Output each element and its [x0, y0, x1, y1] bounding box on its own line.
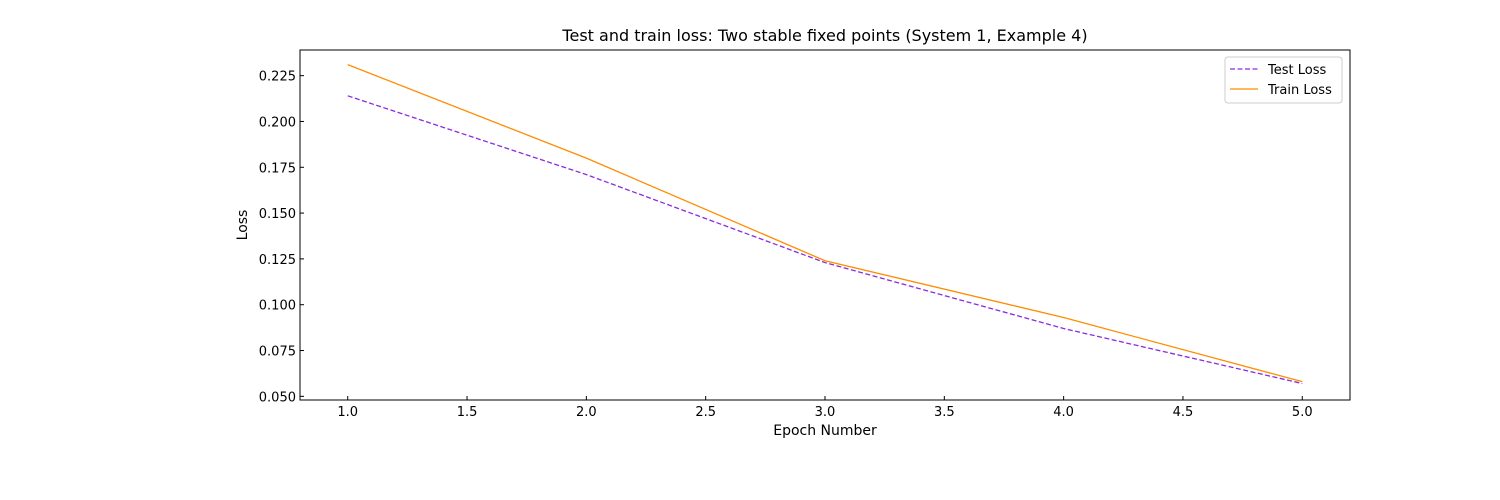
train-loss-line — [347, 64, 1303, 383]
x-tick-label: 2.0 — [576, 405, 597, 420]
legend-label: Test Loss — [1267, 63, 1326, 78]
x-tick-label: 3.5 — [934, 405, 955, 420]
x-tick-label: 5.0 — [1292, 405, 1313, 420]
y-axis-label: Loss — [235, 210, 251, 241]
plot-frame — [299, 49, 1351, 401]
y-tick-label: 0.125 — [259, 253, 296, 268]
x-tick-label: 4.5 — [1173, 405, 1194, 420]
x-tick-label: 1.5 — [457, 405, 478, 420]
test-loss-line — [347, 95, 1303, 385]
legend: Test Loss Train Loss — [1224, 56, 1343, 104]
plot-area: 1.0 1.5 2.0 2.5 3.0 3.5 4.0 4.5 5.0 0.050 0.075 0.1… — [259, 49, 1351, 420]
x-tick-label: 3.0 — [815, 405, 836, 420]
x-tick-label: 4.0 — [1053, 405, 1074, 420]
y-tick-label: 0.050 — [259, 390, 296, 405]
legend-label: Train Loss — [1267, 83, 1332, 98]
x-axis-label: Epoch Number — [773, 423, 877, 439]
chart-title: Test and train loss: Two stable fixed po… — [561, 26, 1087, 45]
y-tick-label: 0.175 — [259, 161, 296, 176]
y-tick-label: 0.075 — [259, 345, 296, 360]
y-tick-label: 0.200 — [259, 115, 296, 130]
x-tick-label: 1.0 — [337, 405, 358, 420]
y-tick-label: 0.150 — [259, 207, 296, 222]
y-tick-label: 0.225 — [259, 70, 296, 85]
x-tick-label: 2.5 — [695, 405, 716, 420]
y-tick-label: 0.100 — [259, 299, 296, 314]
